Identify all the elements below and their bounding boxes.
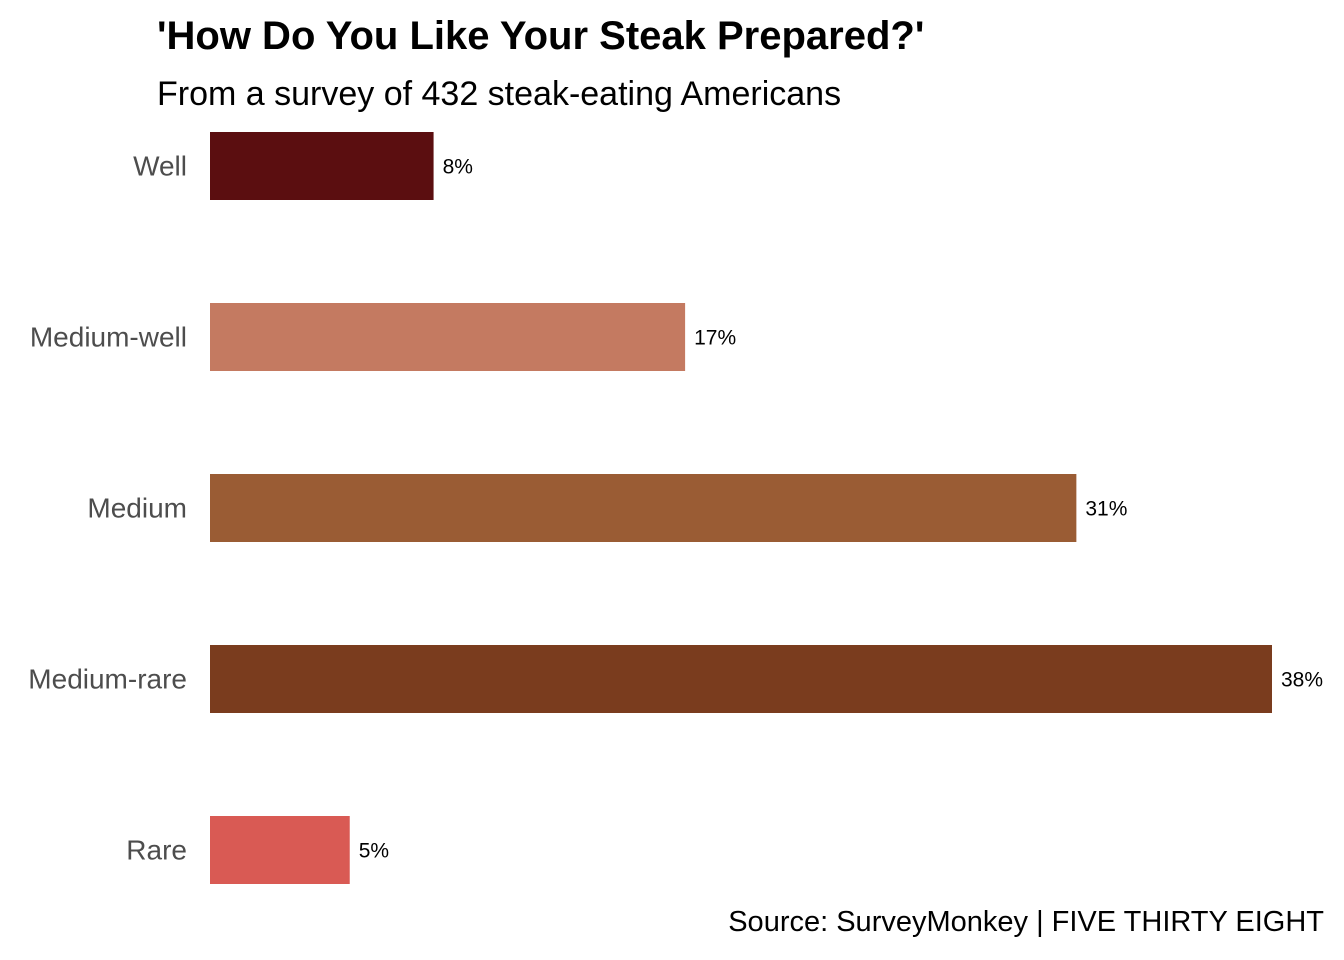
category-label: Medium-well [30,322,187,353]
category-label: Rare [126,835,187,866]
chart-caption: Source: SurveyMonkey | FIVE THIRTY EIGHT [728,906,1324,938]
data-label: 8% [443,156,473,179]
bar-group-medium-well: Medium-well 17% [30,303,736,371]
data-label: 5% [359,840,389,863]
chart-subtitle: From a survey of 432 steak-eating Americ… [157,75,842,113]
category-label: Medium-rare [28,664,187,695]
data-label: 17% [694,327,736,350]
bar-group-medium-rare: Medium-rare 38% [28,645,1323,713]
chart-title: 'How Do You Like Your Steak Prepared?' [157,14,925,58]
category-label: Medium [87,493,187,524]
data-label: 38% [1281,669,1323,692]
bar-group-rare: Rare 5% [126,816,389,884]
bar [210,132,434,200]
category-label: Well [133,151,187,182]
bar [210,303,686,371]
data-label: 31% [1085,498,1127,521]
bar-group-well: Well 8% [133,132,473,200]
bar [210,816,350,884]
bar [210,474,1077,542]
bar-group-medium: Medium 31% [87,474,1127,542]
bar [210,645,1272,713]
